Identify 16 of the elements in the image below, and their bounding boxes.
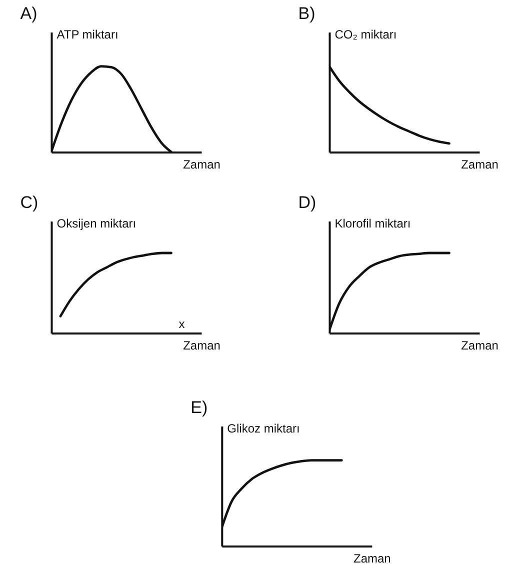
y-axis-title: Oksijen miktarı xyxy=(56,216,136,230)
x-axis-title: Zaman xyxy=(461,158,498,172)
y-axis-title: Glikoz miktarı xyxy=(227,422,300,436)
y-axis-title: Klorofil miktarı xyxy=(334,216,411,230)
chart-title: B) xyxy=(298,4,316,23)
x-axis-title: Zaman xyxy=(183,158,220,172)
chart-title: A) xyxy=(20,4,38,23)
x-axis-title: Zaman xyxy=(353,552,391,566)
y-axis-title: CO₂ miktarı xyxy=(334,28,397,42)
x-axis-title: Zaman xyxy=(461,338,498,352)
text: x xyxy=(178,317,185,331)
y-axis-title: ATP miktarı xyxy=(56,28,118,42)
chart-title: C) xyxy=(20,193,38,212)
x-axis-title: Zaman xyxy=(183,338,220,352)
chart-title: E) xyxy=(190,398,208,417)
chart-title: D) xyxy=(298,193,316,212)
